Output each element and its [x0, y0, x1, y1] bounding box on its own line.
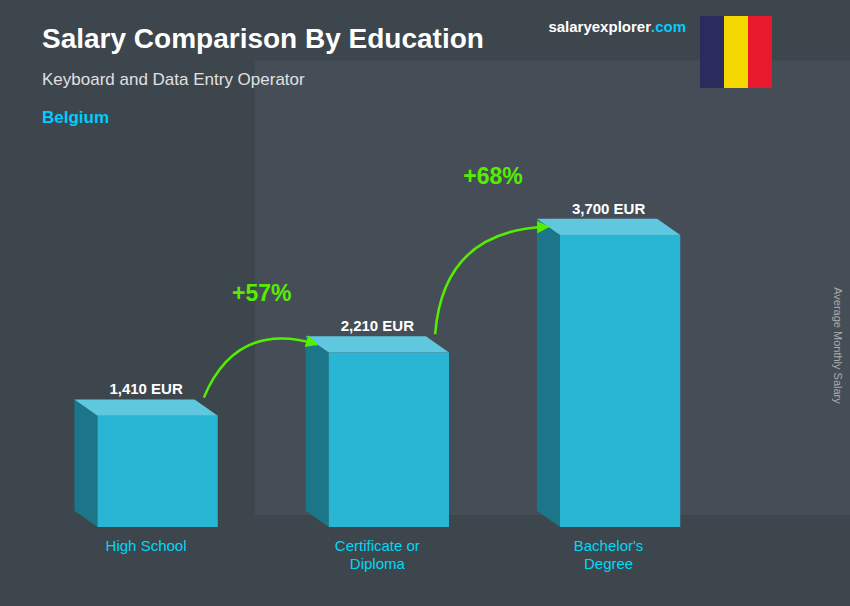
data-label: 3,700 EUR	[572, 200, 646, 217]
chart: 1,410 EUR High School 2,210 EUR Certificate…	[0, 0, 850, 606]
bars	[74, 219, 680, 527]
category-label-line: Bachelor's	[574, 537, 644, 554]
change-arrow	[204, 339, 317, 398]
bar	[329, 353, 449, 527]
bar-side	[306, 336, 329, 527]
bar-top	[537, 219, 680, 235]
flag	[700, 16, 772, 88]
flag-stripe	[724, 16, 748, 88]
category-label-line: Degree	[584, 555, 633, 572]
country: Belgium	[42, 108, 109, 127]
change-label: +68%	[463, 163, 522, 189]
labels: 1,410 EUR High School 2,210 EUR Certificate…	[106, 163, 646, 572]
flag-stripe	[700, 16, 724, 88]
subtitle: Keyboard and Data Entry Operator	[42, 70, 305, 89]
bar-top	[74, 399, 217, 415]
category-label: Bachelor'sDegree	[574, 537, 644, 572]
bar-side	[537, 219, 560, 527]
y-axis-label: Average Monthly Salary	[832, 287, 844, 404]
background	[0, 0, 850, 606]
bar	[98, 416, 218, 527]
category-label: Certificate orDiploma	[335, 537, 420, 572]
category-label-line: High School	[106, 537, 187, 554]
flag-stripe	[748, 16, 772, 88]
change-label: +57%	[232, 280, 291, 306]
bar	[560, 235, 680, 527]
change-arrow	[435, 227, 548, 334]
category-label-line: Diploma	[350, 555, 406, 572]
bar-side	[74, 399, 97, 527]
title: Salary Comparison By Education	[42, 23, 484, 54]
site-tld: .com	[651, 18, 686, 35]
category-label-line: Certificate or	[335, 537, 420, 554]
bar-top	[306, 336, 449, 352]
data-label: 1,410 EUR	[109, 380, 183, 397]
category-label: High School	[106, 537, 187, 554]
data-label: 2,210 EUR	[341, 317, 415, 334]
site-name: salaryexplorer	[548, 18, 651, 35]
